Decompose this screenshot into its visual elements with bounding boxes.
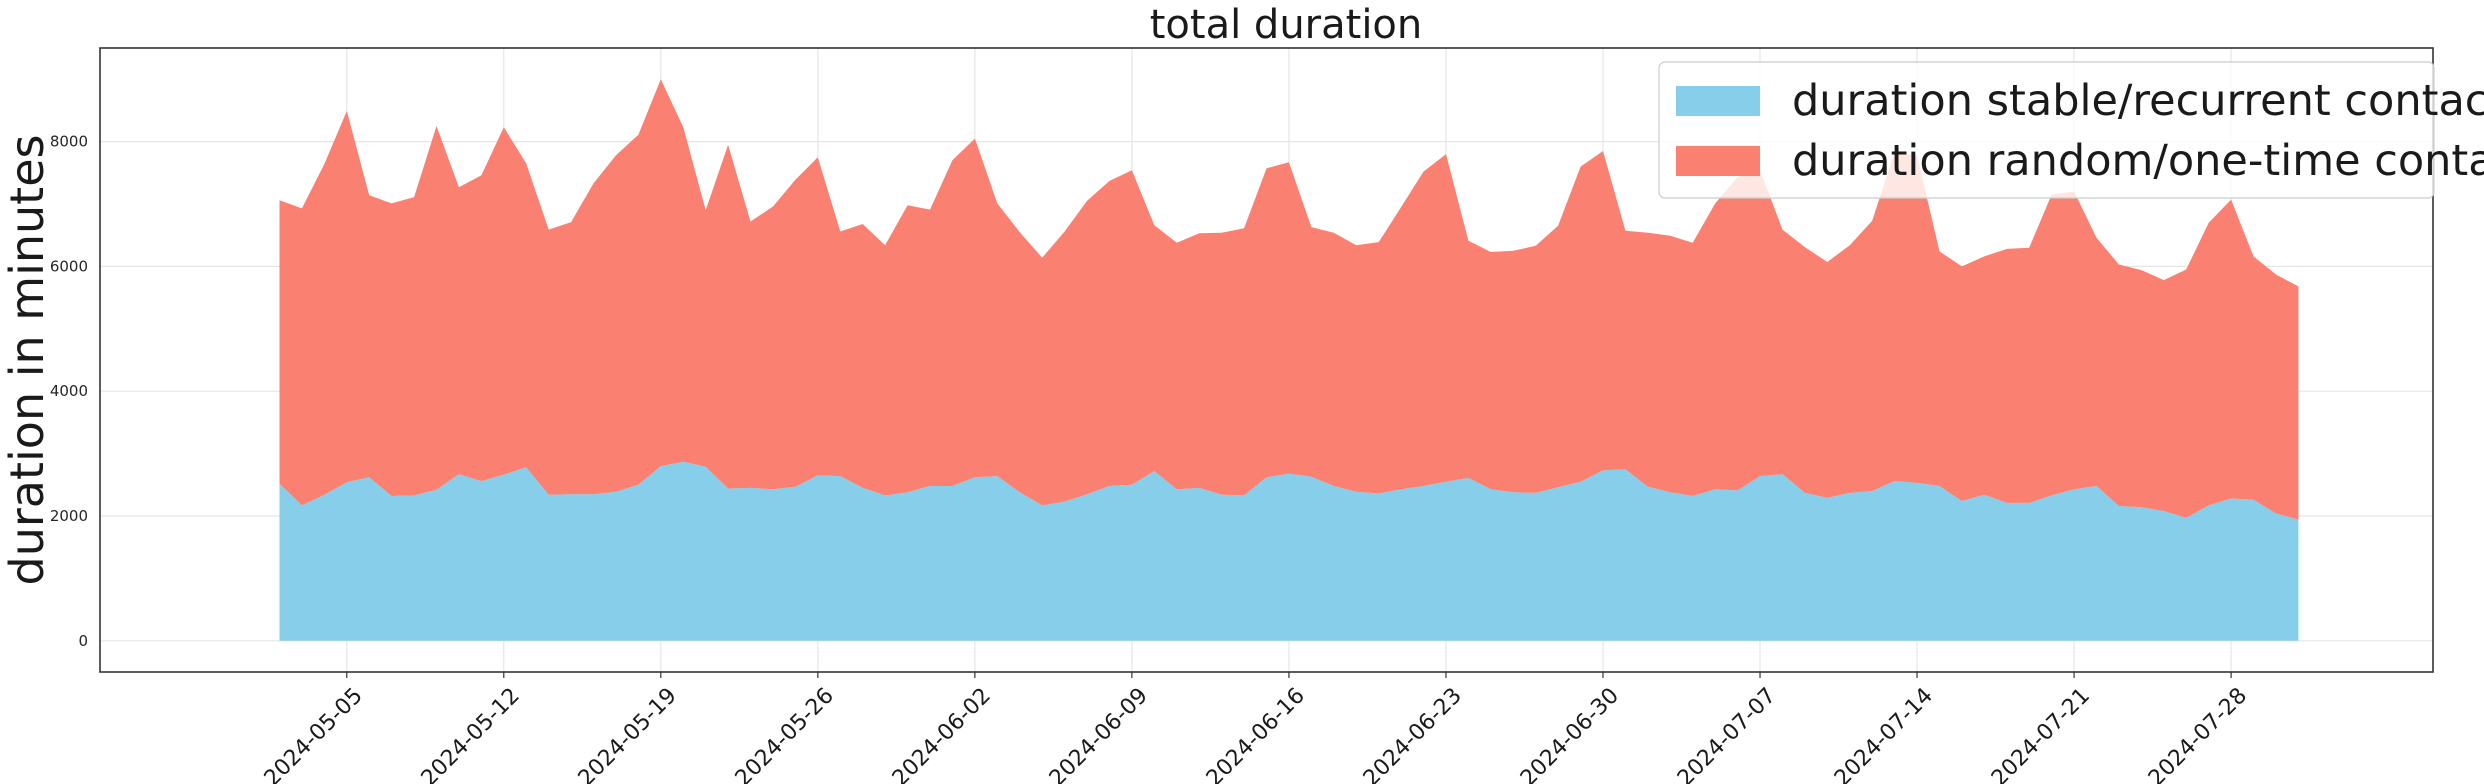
x-tick-label: 2024-06-23 — [1359, 683, 1467, 784]
legend-box — [1658, 61, 2435, 199]
x-tick-label: 2024-06-30 — [1516, 683, 1624, 784]
x-tick-label: 2024-06-16 — [1202, 683, 1310, 784]
x-axis-ticks: 2024-05-05 2024-05-12 2024-05-19 2024-05-26… — [260, 672, 2252, 784]
legend-swatch-random — [1676, 146, 1760, 176]
area-series-1 — [279, 79, 2299, 520]
x-tick-label: 2024-05-26 — [731, 683, 839, 784]
y-tick-label: 8000 — [50, 133, 88, 151]
plot-frame — [99, 47, 2434, 673]
y-tick-label: 0 — [78, 632, 88, 650]
area-series-0 — [279, 461, 2299, 641]
legend-swatch-stable — [1676, 86, 1760, 116]
y-tick-label: 4000 — [50, 382, 88, 400]
x-tick-label: 2024-06-09 — [1045, 683, 1153, 784]
x-tick-label: 2024-05-05 — [260, 683, 368, 784]
legend: duration stable/recurrent contacts durat… — [1658, 61, 2484, 199]
x-tick-label: 2024-05-12 — [417, 683, 525, 784]
y-tick-label: 6000 — [50, 257, 88, 275]
stacked-areas — [279, 79, 2299, 641]
x-tick-label: 2024-07-21 — [1987, 683, 2095, 784]
x-tick-label: 2024-07-07 — [1673, 683, 1781, 784]
legend-label-random: duration random/one-time contacts — [1792, 136, 2484, 186]
legend-label-stable: duration stable/recurrent contacts — [1792, 76, 2484, 126]
y-axis-label: duration in minutes — [0, 135, 54, 586]
y-axis-ticks: 0 2000 4000 6000 8000 — [50, 133, 88, 650]
x-tick-label: 2024-06-02 — [888, 683, 996, 784]
x-tick-label: 2024-05-19 — [574, 683, 682, 784]
chart-title: total duration — [1150, 2, 1423, 48]
x-tick-label: 2024-07-28 — [2144, 683, 2252, 784]
x-tick-label: 2024-07-14 — [1830, 683, 1938, 784]
y-tick-label: 2000 — [50, 507, 88, 525]
